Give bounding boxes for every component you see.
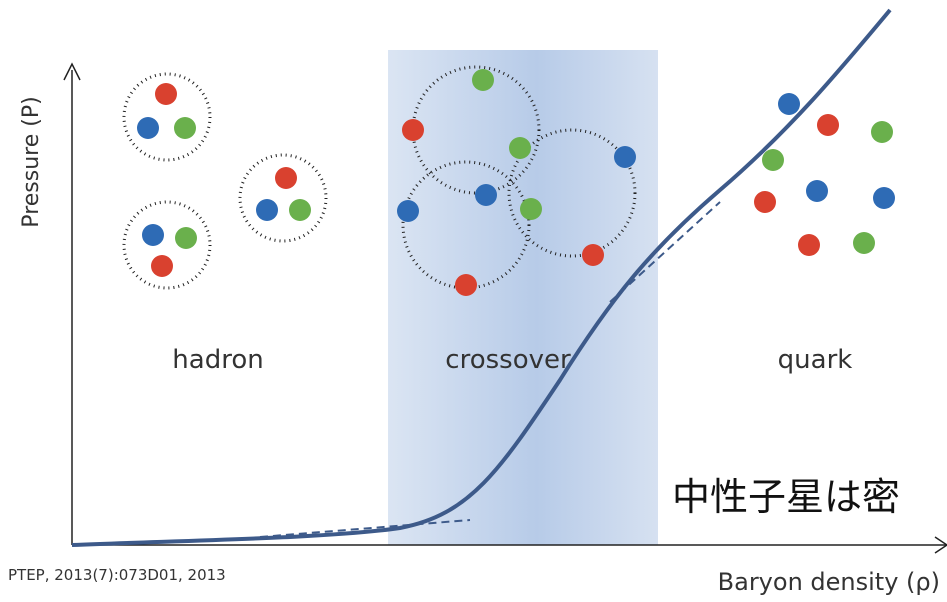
baryon-outlines	[122, 65, 637, 290]
citation: PTEP, 2013(7):073D01, 2013	[8, 566, 226, 584]
y-axis-label: Pressure (P)	[19, 96, 44, 227]
quarks	[137, 69, 895, 296]
asymptotes	[259, 201, 721, 538]
crossover-region	[388, 50, 658, 545]
overlay-caption: 中性子星は密	[672, 475, 900, 519]
pressure-curve	[71, 8, 892, 547]
phase-label: hadron	[172, 345, 263, 375]
phase-label: quark	[778, 345, 853, 375]
phase-label: crossover	[445, 345, 571, 375]
axes	[63, 62, 947, 554]
x-axis-label: Baryon density (ρ)	[718, 568, 940, 596]
